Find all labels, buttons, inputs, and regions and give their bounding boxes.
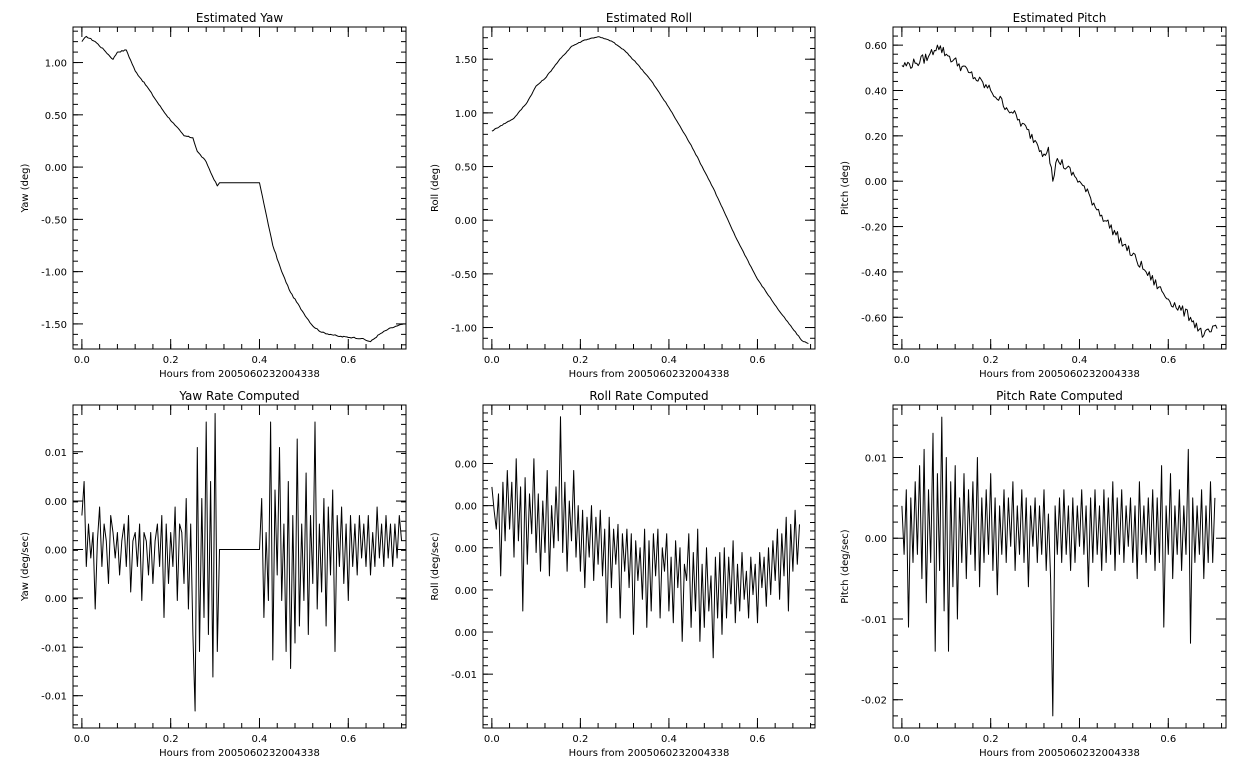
x-tick-label: 0.0 xyxy=(74,734,90,745)
x-tick-label: 0.4 xyxy=(1072,355,1088,366)
y-axis-label: Pitch (deg/sec) xyxy=(840,529,851,604)
x-axis-label: Hours from 2005060232004338 xyxy=(159,748,320,759)
y-tick-label: -0.60 xyxy=(861,313,887,324)
y-tick-label: 0.00 xyxy=(45,546,67,557)
y-axis-label: Pitch (deg) xyxy=(840,161,851,215)
y-tick-label: -0.01 xyxy=(41,692,67,703)
x-tick-label: 0.2 xyxy=(163,355,179,366)
y-tick-label: -0.01 xyxy=(41,643,67,654)
x-tick-label: 0.6 xyxy=(1160,734,1176,745)
x-axis-label: Hours from 2005060232004338 xyxy=(569,369,730,380)
chart-title: Pitch Rate Computed xyxy=(996,389,1123,403)
y-tick-label: 0.20 xyxy=(865,132,887,143)
x-tick-label: 0.2 xyxy=(983,734,999,745)
plot-frame xyxy=(72,26,407,350)
chart-title: Estimated Pitch xyxy=(1013,11,1107,25)
y-axis-label: Roll (deg) xyxy=(430,164,441,212)
x-tick-label: 0.6 xyxy=(750,734,766,745)
x-tick-label: 0.0 xyxy=(74,355,90,366)
y-tick-label: 0.00 xyxy=(455,216,477,227)
series-line xyxy=(491,416,800,659)
y-tick-label: 0.60 xyxy=(865,41,887,52)
x-tick-label: 0.2 xyxy=(983,355,999,366)
series-line xyxy=(81,35,404,343)
y-tick-label: -0.02 xyxy=(861,696,887,707)
series-line xyxy=(901,416,1216,717)
y-tick-label: 0.40 xyxy=(865,86,887,97)
plot-frame xyxy=(482,26,816,350)
x-axis-label: Hours from 2005060232004338 xyxy=(979,748,1140,759)
y-tick-label: -0.50 xyxy=(41,215,67,226)
x-tick-label: 0.0 xyxy=(484,355,500,366)
chart-panel-5: Roll Rate Computed Hours from 20050602320… xyxy=(430,389,816,759)
chart-panel-3: Estimated Pitch Hours from 20050602320043… xyxy=(840,11,1227,380)
y-axis-label: Roll (deg/sec) xyxy=(430,532,441,600)
y-tick-label: 0.00 xyxy=(45,163,67,174)
x-tick-label: 0.6 xyxy=(750,355,766,366)
chart-panel-2: Estimated Roll Hours from 200506023200433… xyxy=(430,11,816,380)
y-tick-label: 0.00 xyxy=(455,544,477,555)
y-tick-label: 0.50 xyxy=(455,163,477,174)
series-line xyxy=(81,413,403,712)
y-axis-label: Yaw (deg/sec) xyxy=(20,532,31,602)
y-tick-label: 0.00 xyxy=(455,502,477,513)
x-tick-label: 0.6 xyxy=(1160,355,1176,366)
x-tick-label: 0.0 xyxy=(894,734,910,745)
x-tick-label: 0.4 xyxy=(252,355,268,366)
chart-panel-4: Yaw Rate Computed Hours from 200506023200… xyxy=(20,389,407,759)
y-tick-label: 0.01 xyxy=(865,453,887,464)
x-tick-label: 0.4 xyxy=(661,734,677,745)
y-tick-label: 0.00 xyxy=(45,594,67,605)
x-tick-label: 0.2 xyxy=(572,355,588,366)
y-tick-label: -0.01 xyxy=(861,615,887,626)
chart-title: Yaw Rate Computed xyxy=(178,389,299,403)
y-tick-label: -1.00 xyxy=(41,268,67,279)
x-axis-label: Hours from 2005060232004338 xyxy=(569,748,730,759)
x-tick-label: 0.6 xyxy=(340,734,356,745)
y-tick-label: 0.00 xyxy=(865,177,887,188)
x-axis-label: Hours from 2005060232004338 xyxy=(979,369,1140,380)
x-tick-label: 0.2 xyxy=(163,734,179,745)
y-tick-label: -1.50 xyxy=(41,320,67,331)
y-tick-label: -1.00 xyxy=(451,324,477,335)
x-tick-label: 0.4 xyxy=(252,734,268,745)
y-tick-label: -0.20 xyxy=(861,223,887,234)
x-tick-label: 0.4 xyxy=(1072,734,1088,745)
plot-frame xyxy=(72,404,407,729)
y-tick-label: -0.40 xyxy=(861,268,887,279)
y-tick-label: 1.00 xyxy=(455,109,477,120)
plot-frame xyxy=(892,404,1227,729)
y-tick-label: 0.01 xyxy=(45,448,67,459)
chart-title: Roll Rate Computed xyxy=(589,389,708,403)
chart-title: Estimated Yaw xyxy=(196,11,283,25)
y-axis-label: Yaw (deg) xyxy=(20,163,31,213)
y-tick-label: -0.50 xyxy=(451,270,477,281)
y-tick-label: 0.50 xyxy=(45,111,67,122)
x-axis-label: Hours from 2005060232004338 xyxy=(159,369,320,380)
chart-panel-6: Pitch Rate Computed Hours from 2005060232… xyxy=(840,389,1227,759)
plot-frame xyxy=(892,26,1227,350)
chart-panel-1: Estimated Yaw Hours from 2005060232004338… xyxy=(20,11,407,380)
y-tick-label: -0.01 xyxy=(451,670,477,681)
y-tick-label: 1.00 xyxy=(45,59,67,70)
series-line xyxy=(491,36,809,345)
chart-title: Estimated Roll xyxy=(606,11,692,25)
x-tick-label: 0.0 xyxy=(484,734,500,745)
y-tick-label: 0.00 xyxy=(455,460,477,471)
x-tick-label: 0.4 xyxy=(661,355,677,366)
plot-frame xyxy=(482,404,816,729)
series-line xyxy=(901,44,1218,338)
y-tick-label: 0.00 xyxy=(455,586,477,597)
x-tick-label: 0.6 xyxy=(340,355,356,366)
y-tick-label: 0.00 xyxy=(865,534,887,545)
x-tick-label: 0.0 xyxy=(894,355,910,366)
y-tick-label: 1.50 xyxy=(455,55,477,66)
y-tick-label: 0.00 xyxy=(455,628,477,639)
x-tick-label: 0.2 xyxy=(572,734,588,745)
y-tick-label: 0.00 xyxy=(45,497,67,508)
